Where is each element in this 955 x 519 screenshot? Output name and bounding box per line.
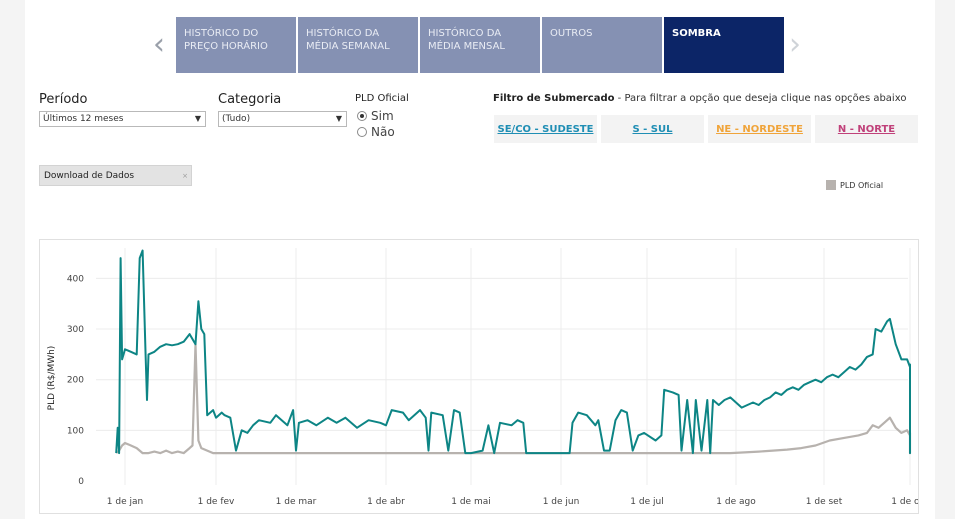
submercado-nordeste-button[interactable]: NE - NORDESTE (708, 115, 811, 143)
chevron-left-icon[interactable]: ‹ (153, 27, 165, 62)
y-tick-label: 300 (67, 325, 84, 335)
submercado-sudeste-button[interactable]: SE/CO - SUDESTE (494, 115, 597, 143)
legend-swatch (826, 180, 836, 190)
y-tick-label: 0 (78, 477, 84, 487)
tab-historico-media-semanal[interactable]: HISTÓRICO DA MÉDIA SEMANAL (298, 17, 418, 73)
categoria-select[interactable]: (Tudo) ▼ (218, 111, 347, 127)
y-tick-label: 400 (67, 274, 84, 284)
periodo-label: Período (39, 92, 88, 107)
chevron-right-icon[interactable]: › (789, 27, 801, 62)
radio-selected-icon (357, 111, 367, 121)
dropdown-caret-icon: ▼ (335, 114, 342, 123)
categoria-label: Categoria (218, 92, 282, 107)
x-tick-label: 1 de fev (198, 497, 235, 507)
tab-sombra[interactable]: SOMBRA (664, 17, 784, 73)
x-tick-label: 1 de mar (276, 497, 317, 507)
pld-radio-sim[interactable]: Sim (357, 109, 394, 123)
y-tick-label: 100 (67, 426, 84, 436)
filter-title-rest: - Para filtrar a opção que deseja clique… (614, 93, 907, 104)
radio-unselected-icon (357, 127, 367, 137)
periodo-value: Últimos 12 meses (43, 114, 124, 124)
pld-oficial-label: PLD Oficial (355, 93, 409, 104)
submercado-norte-button[interactable]: N - NORTE (815, 115, 918, 143)
y-axis: 0 100 200 300 400 (67, 274, 84, 487)
x-tick-label: 1 de jun (543, 497, 580, 507)
x-tick-label: 1 de abr (367, 497, 405, 507)
x-axis: 1 de jan 1 de fev 1 de mar 1 de abr 1 de mai… (107, 497, 929, 507)
x-tick-label: 1 de jan (107, 497, 143, 507)
y-axis-label: PLD (R$/MWh) (47, 346, 57, 411)
tab-historico-media-mensal[interactable]: HISTÓRICO DA MÉDIA MENSAL (420, 17, 540, 73)
submercado-sul-button[interactable]: S - SUL (601, 115, 704, 143)
series-line (115, 343, 912, 455)
filter-title-bold: Filtro de Submercado (493, 93, 615, 104)
x-tick-label: 1 de mai (451, 497, 490, 507)
nav-tabs: HISTÓRICO DO PREÇO HORÁRIO HISTÓRICO DA … (176, 17, 786, 73)
legend-label: PLD Oficial (840, 180, 884, 190)
x-tick-label: 1 de jul (630, 497, 663, 507)
pld-radio-nao[interactable]: Não (357, 125, 395, 139)
pld-radio-nao-label: Não (371, 125, 395, 139)
chart-series (115, 249, 912, 455)
categoria-value: (Tudo) (222, 114, 251, 124)
download-dados-label: Download de Dados (44, 171, 135, 181)
tab-outros[interactable]: OUTROS (542, 17, 662, 73)
x-tick-label: 1 de ago (716, 497, 756, 507)
submercado-filter-title: Filtro de Submercado - Para filtrar a op… (493, 93, 906, 104)
download-dados-button[interactable]: Download de Dados × (39, 165, 192, 186)
pld-radio-sim-label: Sim (371, 109, 394, 123)
periodo-select[interactable]: Últimos 12 meses ▼ (39, 111, 206, 127)
tab-historico-preco-horario[interactable]: HISTÓRICO DO PREÇO HORÁRIO (176, 17, 296, 73)
chart-container: 0 100 200 300 400 1 de jan 1 de fev 1 de mar 1 … (39, 239, 929, 514)
close-icon: × (182, 172, 188, 180)
x-tick-label: 1 de set (806, 497, 843, 507)
series-line (115, 249, 911, 455)
chart-legend: PLD Oficial (826, 180, 883, 190)
dropdown-caret-icon: ▼ (194, 114, 201, 123)
x-tick-label: 1 de out (891, 497, 918, 507)
chart-gridlines (96, 248, 911, 485)
y-tick-label: 200 (67, 376, 84, 386)
